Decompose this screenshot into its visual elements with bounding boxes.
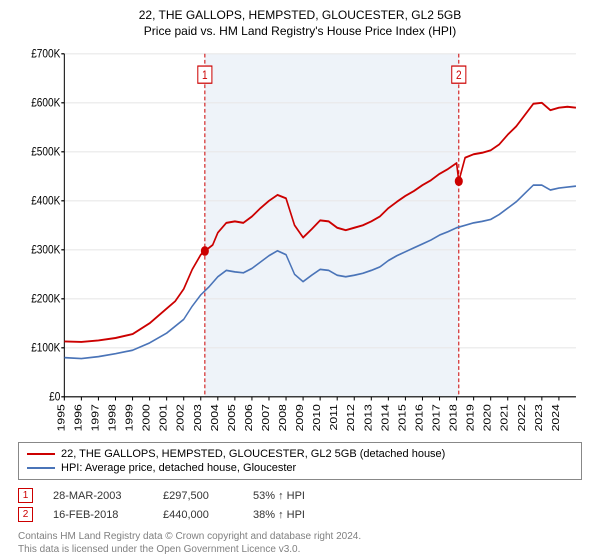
svg-text:1999: 1999 — [124, 404, 135, 431]
transaction-delta: 53% ↑ HPI — [253, 490, 343, 502]
footer-line: This data is licensed under the Open Gov… — [18, 543, 582, 556]
legend-swatch — [27, 467, 55, 469]
legend-row: 22, THE GALLOPS, HEMPSTED, GLOUCESTER, G… — [27, 447, 573, 461]
svg-text:2011: 2011 — [329, 404, 340, 430]
transaction-row: 1 28-MAR-2003 £297,500 53% ↑ HPI — [18, 486, 582, 505]
svg-text:2004: 2004 — [210, 404, 221, 431]
svg-text:2: 2 — [456, 69, 462, 82]
svg-text:2023: 2023 — [534, 404, 545, 431]
price-chart: £0 £100K £200K £300K £400K £500K £600K £700K 199… — [18, 44, 582, 436]
svg-text:2005: 2005 — [227, 404, 238, 431]
transactions-table: 1 28-MAR-2003 £297,500 53% ↑ HPI 2 16-FE… — [18, 486, 582, 524]
svg-text:2000: 2000 — [142, 404, 153, 431]
footer-line: Contains HM Land Registry data © Crown c… — [18, 530, 582, 543]
svg-text:£0: £0 — [49, 391, 60, 404]
svg-text:£200K: £200K — [31, 293, 61, 306]
svg-text:£300K: £300K — [31, 244, 61, 257]
svg-text:2022: 2022 — [517, 404, 528, 431]
svg-text:£400K: £400K — [31, 195, 61, 208]
legend-label: 22, THE GALLOPS, HEMPSTED, GLOUCESTER, G… — [61, 448, 445, 460]
legend-row: HPI: Average price, detached house, Glou… — [27, 461, 573, 475]
svg-text:2019: 2019 — [466, 404, 477, 431]
transaction-price: £297,500 — [163, 490, 233, 502]
svg-text:2009: 2009 — [295, 404, 306, 431]
svg-text:2020: 2020 — [483, 404, 494, 431]
svg-text:2014: 2014 — [380, 404, 391, 431]
transaction-row: 2 16-FEB-2018 £440,000 38% ↑ HPI — [18, 505, 582, 524]
svg-text:2012: 2012 — [346, 404, 357, 431]
svg-text:2001: 2001 — [159, 404, 170, 431]
legend-label: HPI: Average price, detached house, Glou… — [61, 462, 296, 474]
svg-text:1: 1 — [202, 69, 208, 82]
legend-swatch — [27, 453, 55, 455]
svg-text:2010: 2010 — [312, 404, 323, 431]
svg-text:2015: 2015 — [397, 404, 408, 431]
legend: 22, THE GALLOPS, HEMPSTED, GLOUCESTER, G… — [18, 442, 582, 480]
svg-text:2002: 2002 — [176, 404, 187, 431]
title-subtitle: Price paid vs. HM Land Registry's House … — [18, 24, 582, 38]
svg-text:£600K: £600K — [31, 97, 61, 110]
svg-text:£100K: £100K — [31, 342, 61, 355]
svg-text:1998: 1998 — [107, 404, 118, 431]
svg-text:2003: 2003 — [193, 404, 204, 431]
svg-text:1995: 1995 — [56, 404, 67, 431]
svg-text:2008: 2008 — [278, 404, 289, 431]
svg-text:2016: 2016 — [414, 404, 425, 431]
transaction-date: 16-FEB-2018 — [53, 509, 143, 521]
svg-text:£700K: £700K — [31, 48, 61, 61]
transaction-delta: 38% ↑ HPI — [253, 509, 343, 521]
chart-titles: 22, THE GALLOPS, HEMPSTED, GLOUCESTER, G… — [18, 8, 582, 38]
svg-text:2013: 2013 — [363, 404, 374, 431]
svg-text:2007: 2007 — [261, 404, 272, 431]
chart-area: £0 £100K £200K £300K £400K £500K £600K £700K 199… — [18, 44, 582, 436]
svg-text:1996: 1996 — [73, 404, 84, 431]
svg-text:2017: 2017 — [431, 404, 442, 431]
svg-text:2024: 2024 — [551, 404, 562, 431]
transaction-marker-icon: 2 — [18, 507, 33, 522]
svg-text:2021: 2021 — [500, 404, 511, 431]
transaction-date: 28-MAR-2003 — [53, 490, 143, 502]
svg-text:2018: 2018 — [448, 404, 459, 431]
transaction-price: £440,000 — [163, 509, 233, 521]
title-address: 22, THE GALLOPS, HEMPSTED, GLOUCESTER, G… — [18, 8, 582, 22]
footer: Contains HM Land Registry data © Crown c… — [18, 530, 582, 556]
svg-text:1997: 1997 — [90, 404, 101, 431]
svg-text:2006: 2006 — [244, 404, 255, 431]
svg-text:£500K: £500K — [31, 146, 61, 159]
transaction-marker-icon: 1 — [18, 488, 33, 503]
